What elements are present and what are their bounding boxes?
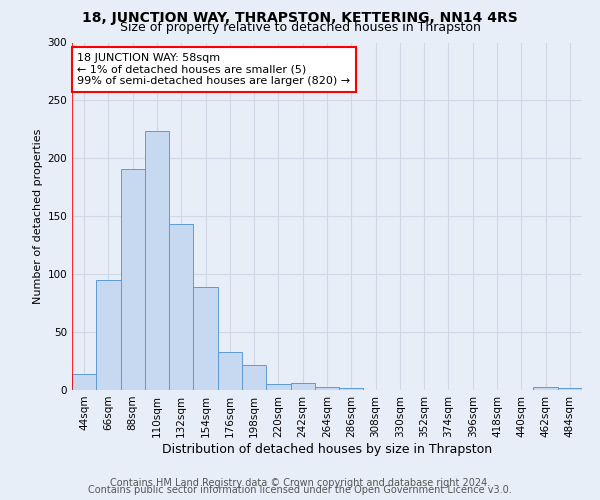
Bar xyxy=(218,352,242,390)
Bar xyxy=(533,386,558,390)
Text: 18, JUNCTION WAY, THRAPSTON, KETTERING, NN14 4RS: 18, JUNCTION WAY, THRAPSTON, KETTERING, … xyxy=(82,11,518,25)
Bar xyxy=(242,364,266,390)
Bar xyxy=(169,224,193,390)
Bar xyxy=(558,388,582,390)
Bar xyxy=(266,384,290,390)
Text: Contains public sector information licensed under the Open Government Licence v3: Contains public sector information licen… xyxy=(88,485,512,495)
Text: 18 JUNCTION WAY: 58sqm
← 1% of detached houses are smaller (5)
99% of semi-detac: 18 JUNCTION WAY: 58sqm ← 1% of detached … xyxy=(77,53,350,86)
Bar xyxy=(145,130,169,390)
Bar xyxy=(290,383,315,390)
Bar xyxy=(72,374,96,390)
Text: Contains HM Land Registry data © Crown copyright and database right 2024.: Contains HM Land Registry data © Crown c… xyxy=(110,478,490,488)
Bar xyxy=(96,280,121,390)
Bar xyxy=(193,287,218,390)
Text: Size of property relative to detached houses in Thrapston: Size of property relative to detached ho… xyxy=(119,21,481,34)
Bar xyxy=(339,388,364,390)
Bar xyxy=(315,386,339,390)
X-axis label: Distribution of detached houses by size in Thrapston: Distribution of detached houses by size … xyxy=(162,442,492,456)
Bar xyxy=(121,169,145,390)
Y-axis label: Number of detached properties: Number of detached properties xyxy=(33,128,43,304)
